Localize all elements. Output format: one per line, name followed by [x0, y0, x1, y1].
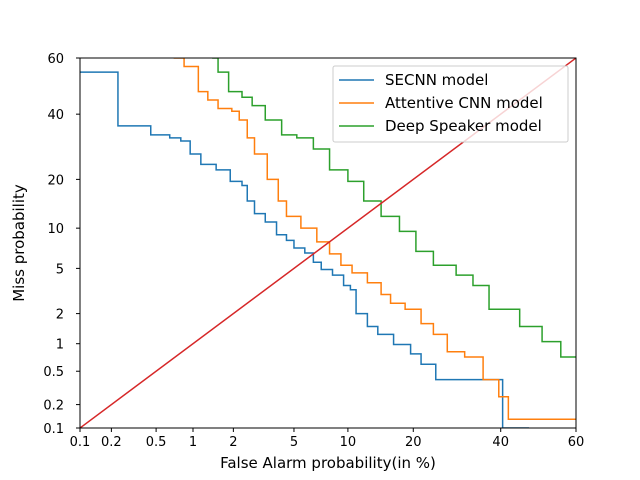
- y-tick-label: 0.1: [43, 422, 64, 437]
- x-tick-label: 60: [568, 435, 585, 450]
- plot-frame: [79, 57, 577, 429]
- x-tick-label: 0.2: [101, 435, 122, 450]
- legend-label: Attentive CNN model: [385, 94, 543, 112]
- x-tick-label: 10: [340, 435, 357, 450]
- x-tick-label: 5: [290, 435, 298, 450]
- y-tick-label: 60: [47, 52, 64, 67]
- y-tick-label: 2: [56, 308, 64, 323]
- y-tick-label: 1: [56, 338, 64, 353]
- x-tick-label: 20: [405, 435, 422, 450]
- x-tick-label: 40: [492, 435, 509, 450]
- y-tick-label: 20: [47, 173, 64, 188]
- y-tick-label: 10: [47, 222, 64, 237]
- y-tick-label: 5: [56, 262, 64, 277]
- x-tick-label: 0.5: [146, 435, 167, 450]
- y-axis-ticks: 0.1 0.2 0.5 1 2 5 10 20 40 60: [43, 52, 80, 437]
- x-axis-label: False Alarm probability(in %): [220, 454, 436, 472]
- y-tick-label: 0.2: [43, 399, 64, 414]
- x-tick-label: 2: [229, 435, 237, 450]
- legend-box: [332, 65, 569, 143]
- legend-label: SECNN model: [385, 71, 488, 89]
- x-axis-ticks: 0.1 0.2 0.5 1 2 5 10 20 40 60: [70, 428, 585, 450]
- y-tick-label: 0.5: [43, 365, 64, 380]
- x-tick-label: 1: [189, 435, 197, 450]
- series-line-attentive-cnn-model: [173, 58, 576, 421]
- legend-label: Deep Speaker model: [385, 117, 542, 135]
- x-tick-label: 0.1: [70, 435, 91, 450]
- series-line-deep-speaker-model: [212, 58, 576, 358]
- y-axis-label: Miss probability: [10, 184, 28, 302]
- series-line-secnn-model: [80, 71, 530, 428]
- legend: SECNN model Attentive CNN model Deep Speak…: [332, 65, 569, 143]
- y-tick-label: 40: [47, 108, 64, 123]
- legend-items: SECNN model Attentive CNN model Deep Speak…: [339, 71, 543, 135]
